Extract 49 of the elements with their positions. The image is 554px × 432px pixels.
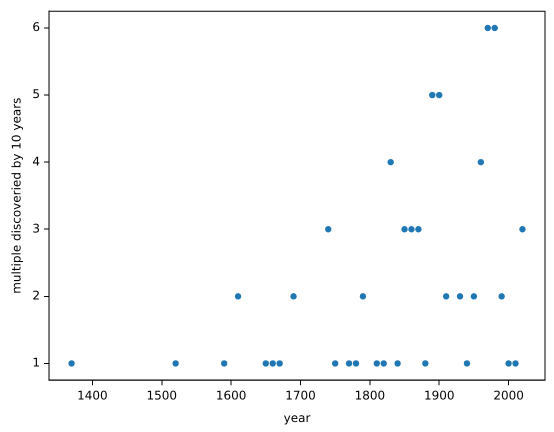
point xyxy=(332,360,338,367)
y-tick-label: 1 xyxy=(32,356,40,370)
point xyxy=(519,226,526,232)
point xyxy=(422,360,429,367)
y-axis-title: multiple discoveried by 10 years xyxy=(9,98,24,294)
x-tick-label: 1900 xyxy=(424,388,454,403)
x-tick-label: 2000 xyxy=(493,388,524,403)
x-axis-title: year xyxy=(284,410,310,425)
x-tick-label: 1800 xyxy=(354,388,386,403)
point xyxy=(464,360,470,367)
point xyxy=(380,360,387,367)
point xyxy=(172,360,179,367)
point xyxy=(374,360,380,367)
point xyxy=(512,360,519,367)
point xyxy=(220,360,228,367)
x-tick-label: 1700 xyxy=(285,388,316,403)
point xyxy=(484,24,491,32)
point xyxy=(401,226,408,232)
point xyxy=(68,360,75,367)
point xyxy=(387,158,394,166)
point xyxy=(276,360,283,367)
y-tick-label: 3 xyxy=(32,221,40,236)
point xyxy=(429,92,436,98)
point xyxy=(346,360,352,367)
point xyxy=(415,226,422,232)
point xyxy=(478,158,484,166)
point xyxy=(360,293,366,300)
y-tick-label: 2 xyxy=(32,288,40,302)
point xyxy=(505,360,512,367)
point xyxy=(498,293,505,300)
y-tick-label: 5 xyxy=(32,87,40,102)
point xyxy=(442,293,450,300)
point xyxy=(234,293,242,300)
point xyxy=(325,226,332,232)
x-tick-label: 1400 xyxy=(77,388,108,403)
x-tick-label: 1600 xyxy=(216,388,246,403)
point xyxy=(270,360,276,367)
x-tick-label: 1500 xyxy=(146,388,178,403)
point xyxy=(470,293,478,300)
point xyxy=(492,24,498,32)
point xyxy=(408,226,415,232)
point xyxy=(352,360,360,367)
point xyxy=(394,360,401,367)
y-tick-label: 6 xyxy=(32,20,40,34)
point xyxy=(290,293,297,300)
point xyxy=(436,92,442,98)
point xyxy=(262,360,270,367)
point xyxy=(456,293,464,300)
y-tick-label: 4 xyxy=(32,154,40,168)
